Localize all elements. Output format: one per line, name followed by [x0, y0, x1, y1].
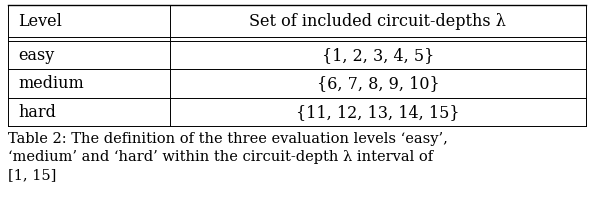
Text: ‘medium’ and ‘hard’ within the circuit-depth λ interval of: ‘medium’ and ‘hard’ within the circuit-d… [8, 150, 433, 164]
Text: easy: easy [18, 47, 54, 64]
Text: Set of included circuit-depths λ: Set of included circuit-depths λ [249, 12, 506, 30]
Text: [1, 15]: [1, 15] [8, 168, 56, 182]
Text: medium: medium [18, 75, 84, 92]
Text: {6, 7, 8, 9, 10}: {6, 7, 8, 9, 10} [317, 75, 440, 92]
Text: hard: hard [18, 104, 56, 121]
Text: Level: Level [18, 12, 62, 30]
Text: {1, 2, 3, 4, 5}: {1, 2, 3, 4, 5} [322, 47, 434, 64]
Text: Table 2: The definition of the three evaluation levels ‘easy’,: Table 2: The definition of the three eva… [8, 131, 448, 145]
Text: {11, 12, 13, 14, 15}: {11, 12, 13, 14, 15} [296, 104, 460, 121]
